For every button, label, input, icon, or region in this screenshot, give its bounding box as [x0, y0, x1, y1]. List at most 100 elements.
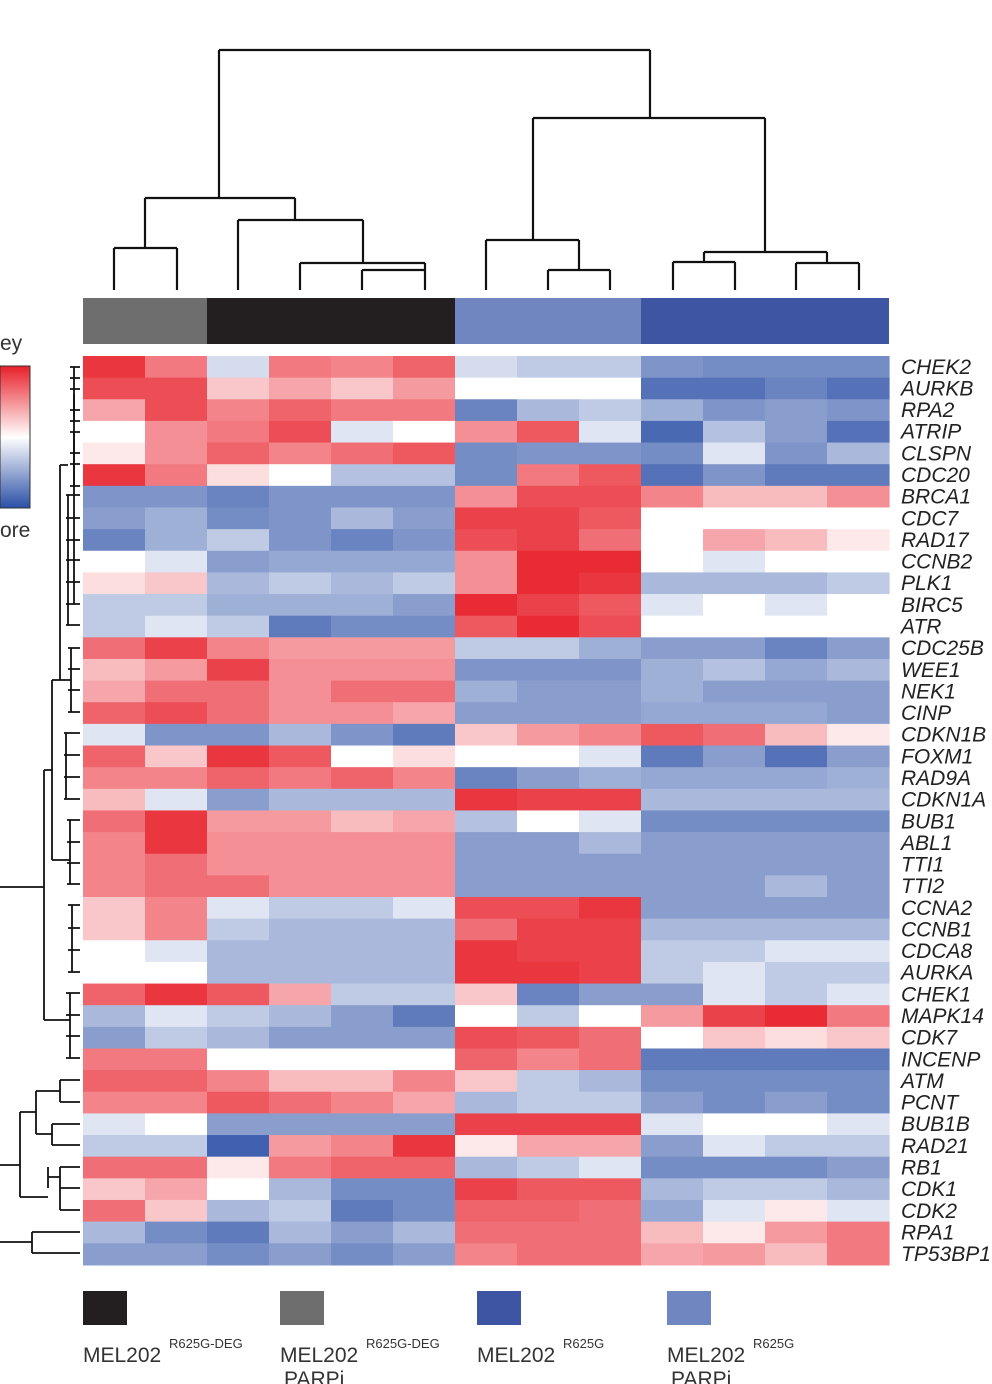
heatmap-cell: [207, 1026, 270, 1050]
heatmap-cell: [331, 1243, 394, 1266]
heatmap-cell: [83, 918, 146, 941]
heatmap-cell: [703, 680, 766, 703]
heatmap-cell: [207, 918, 270, 941]
heatmap-cell: [827, 1070, 890, 1093]
heatmap-cell: [269, 485, 332, 509]
gene-label: RB1: [901, 1157, 942, 1180]
heatmap-cell: [517, 615, 580, 638]
heatmap-cell: [145, 1243, 208, 1266]
heatmap-cell: [393, 788, 456, 812]
heatmap-cell: [579, 442, 642, 465]
heatmap-cell: [641, 680, 704, 703]
heatmap-cell: [703, 594, 766, 617]
heatmap-cell: [703, 832, 766, 855]
heatmap-cell: [331, 832, 394, 855]
heatmap-cell: [145, 1048, 208, 1071]
heatmap-cell: [827, 464, 890, 487]
heatmap-cell: [83, 615, 146, 638]
heatmap-cell: [579, 680, 642, 703]
heatmap-cell: [703, 356, 766, 379]
heatmap-cell: [83, 1221, 146, 1244]
heatmap-cell: [827, 1221, 890, 1244]
heatmap-cell: [579, 594, 642, 617]
heatmap-cell: [393, 1243, 456, 1266]
legend: MEL202R625G-DEGMEL202R625G-DEGPARPiMEL20…: [83, 1291, 794, 1384]
heatmap-cell: [269, 897, 332, 920]
heatmap-cell: [517, 442, 580, 465]
heatmap-cell: [827, 940, 890, 963]
heatmap-cell: [517, 377, 580, 400]
heatmap-cell: [269, 1135, 332, 1158]
heatmap-cell: [827, 1199, 890, 1223]
heatmap-cell: [703, 983, 766, 1006]
heatmap-cell: [579, 572, 642, 595]
heatmap-cell: [269, 1221, 332, 1244]
heatmap-cell: [393, 485, 456, 509]
heatmap-cell: [765, 377, 828, 400]
heatmap-cell: [269, 420, 332, 444]
heatmap-cell: [83, 420, 146, 444]
heatmap-cell: [331, 810, 394, 833]
heatmap-cell: [827, 788, 890, 812]
heatmap-cell: [331, 594, 394, 617]
heatmap-cell: [145, 615, 208, 638]
heatmap-cell: [145, 356, 208, 379]
heatmap-cell: [145, 723, 208, 747]
heatmap-cell: [393, 507, 456, 530]
heatmap-cell: [393, 723, 456, 747]
heatmap-cell: [827, 594, 890, 617]
heatmap-cell: [207, 1113, 270, 1136]
heatmap-cell: [455, 550, 518, 573]
heatmap-cell: [145, 1070, 208, 1093]
heatmap-cell: [207, 1243, 270, 1266]
heatmap-cell: [207, 1221, 270, 1244]
heatmap-cell: [827, 1156, 890, 1179]
heatmap-cell: [83, 658, 146, 682]
heatmap-cell: [517, 832, 580, 855]
heatmap-cell: [331, 658, 394, 682]
heatmap-cell: [455, 377, 518, 400]
heatmap-cell: [331, 1221, 394, 1244]
heatmap-cell: [207, 1156, 270, 1179]
heatmap-cell: [207, 572, 270, 595]
heatmap-cell: [269, 853, 332, 876]
heatmap-cell: [827, 1113, 890, 1136]
heatmap-cell: [455, 745, 518, 768]
heatmap-cell: [703, 918, 766, 941]
heatmap-cell: [207, 961, 270, 985]
heatmap-cell: [765, 702, 828, 725]
heatmap-cell: [579, 918, 642, 941]
heatmap-cell: [331, 702, 394, 725]
heatmap-cell: [269, 1091, 332, 1114]
heatmap-cell: [331, 1199, 394, 1223]
heatmap-cell: [765, 594, 828, 617]
heatmap-cell: [703, 572, 766, 595]
column-group-1: [207, 298, 455, 344]
heatmap-cell: [145, 1135, 208, 1158]
heatmap-cell: [579, 377, 642, 400]
heatmap-cell: [765, 961, 828, 985]
heatmap-cell: [703, 1178, 766, 1201]
heatmap-cell: [207, 615, 270, 638]
heatmap-cell: [269, 464, 332, 487]
heatmap-cell: [579, 810, 642, 833]
heatmap-cell: [641, 1135, 704, 1158]
heatmap-cell: [331, 723, 394, 747]
color-key-title: ey: [0, 332, 23, 355]
legend-swatch: [477, 1291, 521, 1325]
heatmap-cell: [145, 897, 208, 920]
heatmap-cell: [455, 507, 518, 530]
heatmap-cell: [269, 1199, 332, 1223]
heatmap-cell: [83, 529, 146, 552]
heatmap-cell: [269, 1156, 332, 1179]
heatmap-cell: [517, 658, 580, 682]
heatmap-cell: [455, 1005, 518, 1028]
heatmap-cell: [393, 1178, 456, 1201]
heatmap-cell: [517, 680, 580, 703]
heatmap-cell: [827, 961, 890, 985]
heatmap-cell: [269, 1243, 332, 1266]
heatmap-cell: [393, 1156, 456, 1179]
heatmap-cell: [393, 356, 456, 379]
heatmap-cell: [765, 442, 828, 465]
heatmap-cell: [83, 485, 146, 509]
